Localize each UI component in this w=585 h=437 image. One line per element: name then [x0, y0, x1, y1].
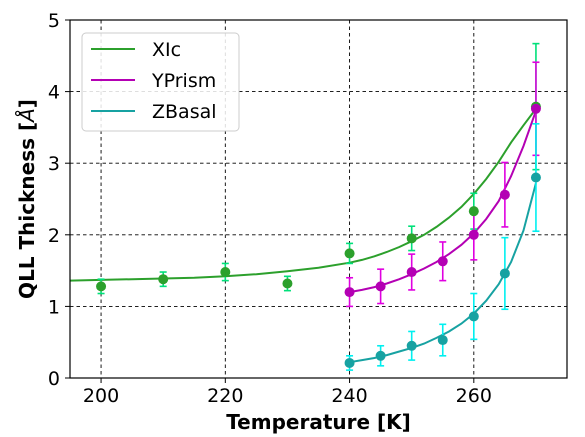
- data-point-yprism: [406, 267, 417, 278]
- y-tick-label: 1: [48, 296, 60, 318]
- x-tick-label: 260: [456, 385, 492, 407]
- data-point-yprism: [344, 287, 355, 298]
- data-point-zbasal: [437, 335, 448, 346]
- data-point-yprism: [375, 281, 386, 292]
- x-tick-label: 240: [331, 385, 367, 407]
- x-tick-label: 200: [83, 385, 119, 407]
- legend-label-zbasal: ZBasal: [152, 101, 217, 123]
- data-point-xic: [158, 274, 169, 285]
- y-tick-label: 3: [48, 153, 60, 175]
- data-point-yprism: [499, 189, 510, 200]
- x-tick-label: 220: [207, 385, 243, 407]
- legend: XIc YPrism ZBasal: [81, 32, 240, 132]
- data-point-yprism: [530, 103, 541, 114]
- data-point-xic: [344, 248, 355, 259]
- legend-label-xic: XIc: [152, 39, 181, 61]
- data-point-zbasal: [406, 340, 417, 351]
- data-point-zbasal: [344, 357, 355, 368]
- x-axis-title: Temperature [K]: [226, 410, 411, 434]
- data-point-zbasal: [499, 268, 510, 279]
- data-point-yprism: [437, 256, 448, 267]
- data-point-xic: [406, 233, 417, 244]
- data-point-xic: [220, 267, 231, 278]
- data-point-xic: [282, 278, 293, 289]
- data-point-xic: [96, 281, 107, 292]
- data-point-zbasal: [468, 311, 479, 322]
- y-axis-title-close: ]: [15, 99, 39, 108]
- y-axis-title-text: QLL Thickness [: [15, 122, 39, 299]
- axis-ticks: 200 220 240 260 0 1 2 3 4 5: [48, 10, 492, 407]
- legend-box: [81, 32, 240, 132]
- data-point-zbasal: [530, 172, 541, 183]
- data-points: [96, 101, 541, 368]
- fit-curve-xic: [69, 108, 537, 282]
- plot-frame: [69, 19, 568, 379]
- y-tick-label: 0: [48, 368, 60, 390]
- y-axis-title: QLL Thickness [Å]: [15, 99, 39, 299]
- y-axis-title-unit: Å: [15, 108, 39, 124]
- y-tick-label: 4: [48, 82, 60, 104]
- data-point-yprism: [468, 229, 479, 240]
- y-tick-label: 5: [48, 10, 60, 32]
- fit-curves: [69, 108, 537, 364]
- y-tick-label: 2: [48, 225, 60, 247]
- data-point-xic: [468, 206, 479, 217]
- legend-label-yprism: YPrism: [151, 70, 216, 92]
- data-point-zbasal: [375, 350, 386, 361]
